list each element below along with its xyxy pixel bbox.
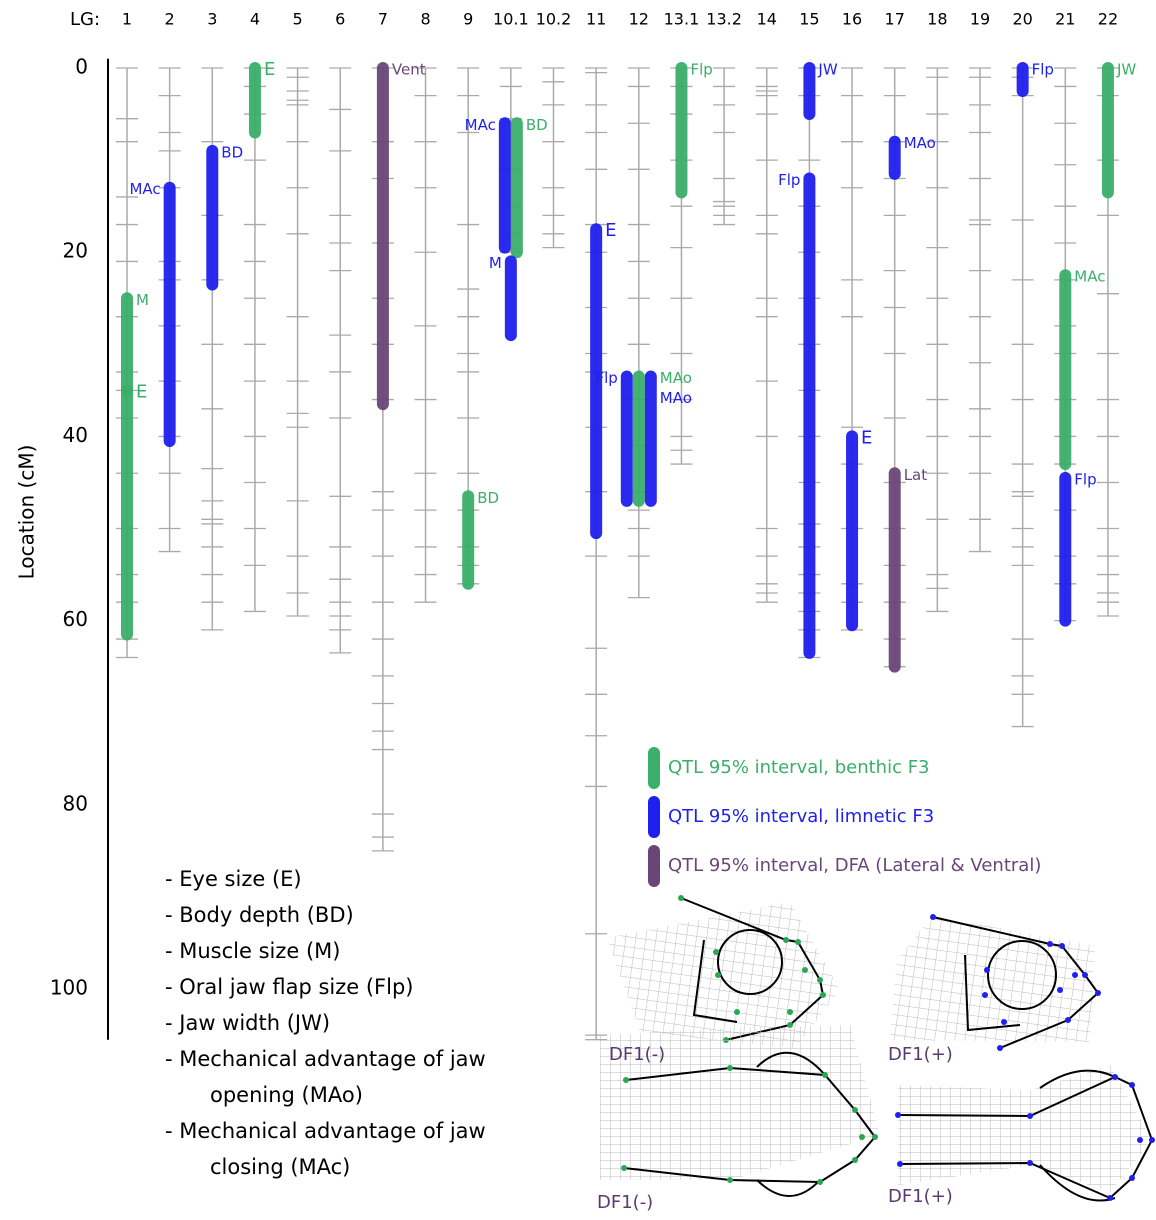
qtl-label: MAo <box>660 369 692 387</box>
qtl-label: E <box>605 220 616 241</box>
lg-label: 2 <box>165 10 175 29</box>
shape-label: DF1(-) <box>597 1192 653 1213</box>
trait-text: - Mechanical advantage of jaw <box>165 1047 486 1071</box>
x-prefix: LG: <box>70 9 100 30</box>
lg-label: 8 <box>420 10 430 29</box>
y-tick-label: 80 <box>63 791 88 815</box>
trait-text: - Body depth (BD) <box>165 903 354 927</box>
shape-lateral-plus <box>890 914 1101 1051</box>
lg-label: 6 <box>335 10 345 29</box>
qtl-label: MAc <box>465 116 496 134</box>
trait-text: - Mechanical advantage of jaw <box>165 1119 486 1143</box>
qtl-label: Vent <box>392 61 426 79</box>
lg-label: 4 <box>250 10 260 29</box>
lg-label: 11 <box>586 10 606 29</box>
legend-label: QTL 95% interval, limnetic F3 <box>668 806 934 827</box>
qtl-label: BD <box>477 489 499 507</box>
lg-label: 13.1 <box>664 10 700 29</box>
trait-text: - Oral jaw flap size (Flp) <box>165 975 413 999</box>
lg-label: 16 <box>842 10 862 29</box>
lg-label: 13.2 <box>706 10 742 29</box>
lg-label: 22 <box>1098 10 1118 29</box>
lg-label: 14 <box>757 10 777 29</box>
y-tick-label: 100 <box>50 976 88 1000</box>
y-tick-label: 60 <box>63 607 88 631</box>
qtl-label: MAc <box>129 180 160 198</box>
lg-label: 3 <box>207 10 217 29</box>
qtl-label: Flp <box>595 369 617 387</box>
qtl-label: M <box>489 254 502 272</box>
lg-label: 10.1 <box>493 10 529 29</box>
legend-label: QTL 95% interval, DFA (Lateral & Ventral… <box>668 855 1041 876</box>
qtl-label: E <box>264 59 275 80</box>
shape-ventral-minus <box>600 1025 880 1197</box>
qtl-label: MAo <box>660 389 692 407</box>
shape-label: DF1(-) <box>609 1044 665 1065</box>
y-tick-label: 40 <box>63 423 88 447</box>
lg-label: 5 <box>293 10 303 29</box>
shape-ventral-plus <box>895 1065 1155 1202</box>
qtl-label: BD <box>221 143 243 161</box>
qtl-label: E <box>861 427 872 448</box>
qtl-label: JW <box>817 61 837 79</box>
lg-label: 7 <box>378 10 388 29</box>
qtl-label: Flp <box>690 61 712 79</box>
shape-label: DF1(+) <box>888 1044 953 1065</box>
y-axis-label: Location (cM) <box>15 445 39 580</box>
lg-label: 20 <box>1012 10 1032 29</box>
lg-label: 19 <box>970 10 990 29</box>
qtl-label: Lat <box>904 466 928 484</box>
qtl-label: Flp <box>1032 61 1054 79</box>
trait-text: opening (MAo) <box>210 1083 363 1107</box>
y-tick-label: 0 <box>75 55 88 79</box>
qtl-label: JW <box>1116 61 1136 79</box>
lg-label: 21 <box>1055 10 1075 29</box>
shape-lateral-minus <box>607 895 840 1048</box>
trait-text: - Eye size (E) <box>165 867 302 891</box>
trait-text: - Muscle size (M) <box>165 939 341 963</box>
trait-text: closing (MAc) <box>210 1155 350 1179</box>
shape-label: DF1(+) <box>888 1186 953 1207</box>
qtl-label: Flp <box>1074 470 1096 488</box>
lg-label: 1 <box>122 10 132 29</box>
qtl-label: BD <box>526 116 548 134</box>
lg-label: 15 <box>799 10 819 29</box>
lg-label: 12 <box>629 10 649 29</box>
trait-text: - Jaw width (JW) <box>165 1011 330 1035</box>
lg-label: 17 <box>885 10 905 29</box>
qtl-label: MAo <box>904 134 936 152</box>
y-tick-label: 20 <box>63 239 88 263</box>
qtl-label: E <box>136 381 147 402</box>
qtl-label: MAc <box>1074 268 1105 286</box>
lg-label: 10.2 <box>536 10 572 29</box>
legend-label: QTL 95% interval, benthic F3 <box>668 757 930 778</box>
lg-label: 18 <box>927 10 947 29</box>
qtl-label: Flp <box>778 171 800 189</box>
lg-label: 9 <box>463 10 473 29</box>
qtl-label: M <box>136 291 149 309</box>
